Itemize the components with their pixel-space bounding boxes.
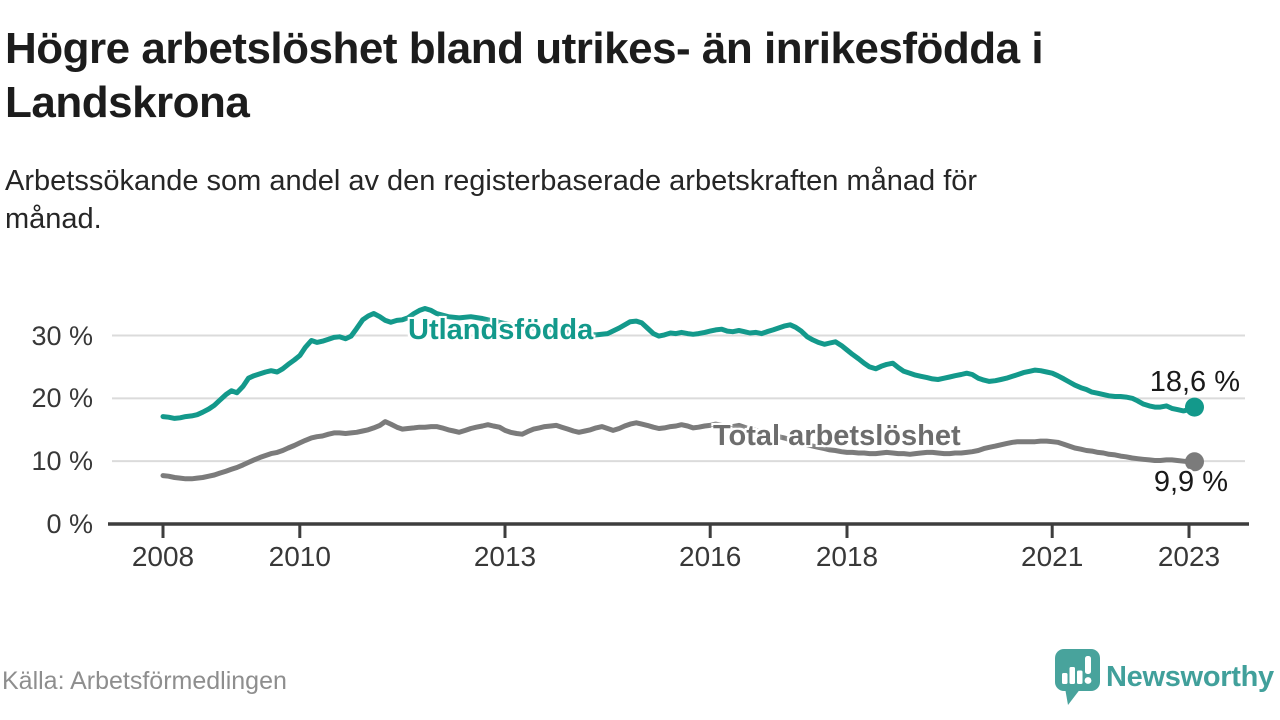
x-tick-label-2016: 2016	[679, 541, 742, 572]
chart-subtitle-line1: Arbetssökande som andel av den registerb…	[5, 165, 978, 197]
page-title-line2: Landskrona	[5, 78, 250, 127]
end-value-label-utlandsfodda: 18,6 %	[1149, 366, 1240, 398]
newsworthy-logo-icon	[1055, 649, 1100, 705]
x-tick-label-2013: 2013	[473, 541, 537, 572]
source-note: Källa: Arbetsförmedlingen	[2, 667, 287, 695]
x-tick-label-2018: 2018	[815, 541, 879, 572]
logo-bar-3	[1077, 670, 1083, 684]
page-title: Högre arbetslöshet bland utrikes- än inr…	[5, 22, 1044, 130]
y-tick-label-20: 20 %	[31, 383, 93, 414]
end-dot-utlandsfodda	[1185, 397, 1204, 417]
logo-bar-1	[1062, 673, 1068, 684]
series-label-total-arbetsloshet: Total arbetslöshet	[713, 420, 961, 452]
x-tick-label-2023: 2023	[1157, 541, 1221, 572]
series-line-utlandsfodda	[160, 306, 1197, 421]
x-tick-label-2008: 2008	[131, 541, 195, 572]
chart-subtitle: Arbetssökande som andel av den registerb…	[5, 162, 977, 238]
logo-exclamation-dot	[1084, 677, 1092, 684]
y-tick-label-0: 0 %	[46, 509, 93, 539]
logo-bar-2	[1069, 667, 1075, 684]
end-value-label-total: 9,9 %	[1153, 466, 1228, 498]
page-title-line1: Högre arbetslöshet bland utrikes- än inr…	[5, 24, 1044, 73]
series-line-total	[160, 419, 1197, 482]
newsworthy-logo-text: Newsworthy	[1106, 661, 1274, 693]
series-label-utlandsfodda: Utlandsfödda	[408, 314, 594, 346]
end-dot-total	[1185, 452, 1204, 472]
logo-exclamation-bar	[1085, 656, 1091, 674]
logo-bubble	[1055, 649, 1100, 691]
y-tick-label-10: 10 %	[31, 446, 93, 477]
x-tick-label-2021: 2021	[1021, 541, 1084, 572]
y-tick-label-30: 30 %	[31, 320, 93, 351]
x-tick-label-2010: 2010	[268, 541, 331, 572]
logo-bubble-tail	[1065, 688, 1081, 705]
chart-subtitle-line2: månad.	[5, 203, 102, 235]
